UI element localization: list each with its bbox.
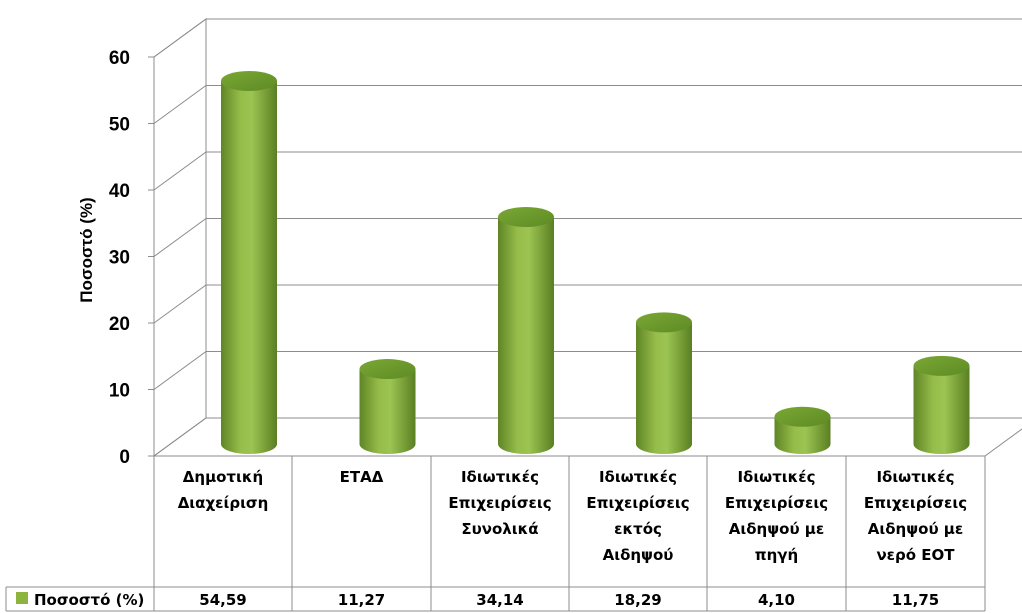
x-category-label-line: Ιδιωτικές <box>876 468 954 486</box>
x-category-label-line: Αιδηψού με <box>868 520 963 538</box>
x-category-label-line: Επιχειρίσεις <box>448 494 551 512</box>
x-category-label: Ιδιωτικές Επιχειρίσεις εκτός Αιδηψού <box>586 468 689 564</box>
x-category-label-line: ΕΤΑΔ <box>340 468 384 486</box>
x-category-label: Ιδιωτικές Επιχειρίσεις Αιδηψού με πηγή <box>725 468 828 564</box>
x-category-label-line: νερό ΕΟΤ <box>876 546 955 564</box>
bar-body <box>636 322 692 454</box>
gridline <box>153 85 1022 124</box>
x-category-label-line: Δημοτική <box>183 468 263 486</box>
data-label: 11,75 <box>892 591 939 609</box>
x-category-label-line: Αιδηψού με <box>729 520 824 538</box>
bar-top <box>774 406 831 427</box>
x-category-label-line: Επιχειρίσεις <box>586 494 689 512</box>
x-category-label-line: πηγή <box>755 546 798 564</box>
bar-body <box>913 365 970 454</box>
gridline <box>153 284 1022 324</box>
bar-body <box>774 416 831 454</box>
bar-top <box>221 70 277 91</box>
x-category-label-line: Διαχείριση <box>178 494 269 512</box>
bar <box>498 206 554 454</box>
x-category-label-line: εκτός <box>614 520 662 538</box>
x-category-label: Ιδιωτικές Επιχειρίσεις Συνολικά <box>448 468 551 538</box>
bar <box>221 70 277 454</box>
x-category-label-line: Επιχειρίσεις <box>725 494 828 512</box>
data-label: 18,29 <box>614 591 661 609</box>
y-axis-ticks: 0 10 20 30 40 50 60 <box>109 48 154 468</box>
data-label: 54,59 <box>199 591 246 609</box>
bar <box>636 312 692 454</box>
bar-body <box>221 80 277 454</box>
y-tick-label: 30 <box>109 248 130 269</box>
gridline <box>153 218 1022 257</box>
bar-top <box>913 355 970 376</box>
x-category-label-line: Ιδιωτικές <box>737 468 815 486</box>
x-category-label-line: Ιδιωτικές <box>599 468 677 486</box>
y-tick-label: 20 <box>109 314 130 335</box>
y-tick-label: 0 <box>119 447 130 468</box>
x-category-label-line: Επιχειρίσεις <box>864 494 967 512</box>
y-axis-label: Ποσοστό (%) <box>77 197 96 302</box>
x-category-label: Ιδιωτικές Επιχειρίσεις Αιδηψού με νερό ΕΟΤ <box>864 468 967 564</box>
bar-body <box>498 216 554 454</box>
x-category-label-line: Συνολικά <box>461 520 538 538</box>
y-tick-label: 60 <box>109 48 130 69</box>
bar <box>359 359 416 454</box>
x-category-label-line: Αιδηψού <box>603 546 674 564</box>
bar <box>774 406 831 454</box>
legend-series-name: Ποσοστό (%) <box>34 591 144 609</box>
bar-top <box>359 359 416 380</box>
gridline <box>153 351 1022 390</box>
data-table: Δημοτική Διαχείριση ΕΤΑΔ Ιδιωτικές Επιχειρίσ… <box>5 455 986 612</box>
x-category-label-line: Ιδιωτικές <box>461 468 539 486</box>
x-category-label: ΕΤΑΔ <box>340 468 384 486</box>
gridline <box>153 18 1022 58</box>
bar-top <box>636 312 692 333</box>
legend-swatch <box>16 592 28 604</box>
gridline <box>153 417 1022 457</box>
bar-top <box>498 206 554 227</box>
gridlines <box>153 18 1022 457</box>
y-tick-label: 40 <box>109 181 130 202</box>
floor <box>152 417 1022 457</box>
data-label: 4,10 <box>758 591 795 609</box>
x-category-label: Δημοτική Διαχείριση <box>178 468 269 512</box>
data-label: 34,14 <box>476 591 523 609</box>
y-tick-label: 10 <box>109 381 130 402</box>
bars <box>221 70 970 454</box>
y-tick-label: 50 <box>109 115 130 136</box>
gridline <box>153 151 1022 191</box>
data-label: 11,27 <box>338 591 385 609</box>
bar <box>913 355 970 454</box>
bar-body <box>359 369 416 454</box>
plot-walls <box>152 18 1022 457</box>
